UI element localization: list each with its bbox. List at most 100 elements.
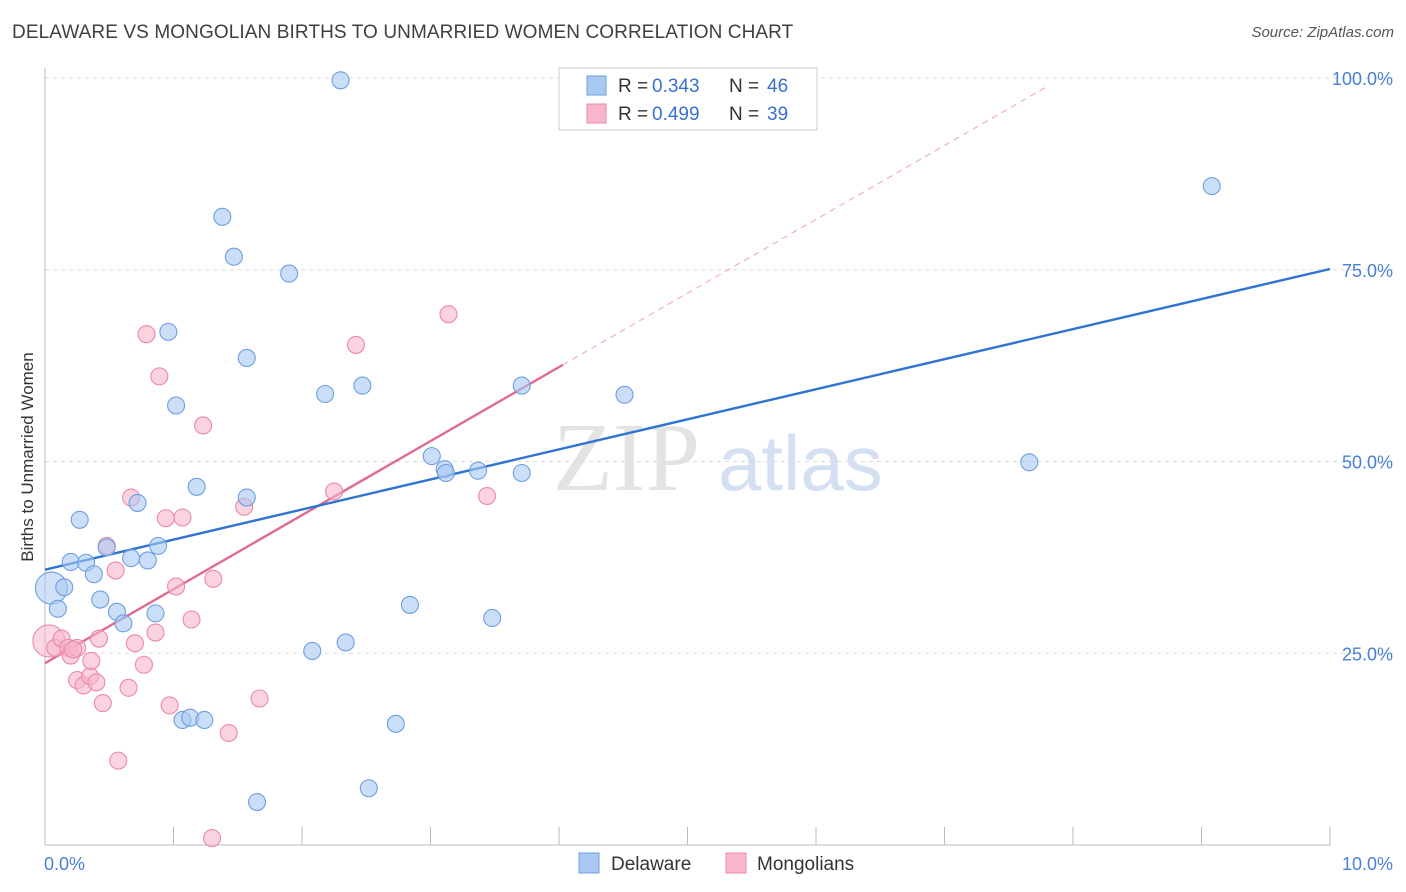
mongolians-point (203, 829, 222, 848)
delaware-point (128, 493, 147, 512)
mongolians-point (325, 482, 344, 501)
y-tick-labels: 100.0% 75.0% 50.0% 25.0% (1332, 69, 1393, 664)
delaware-point (70, 510, 89, 529)
delaware-point (224, 247, 243, 266)
legend-bottom-label-delaware: Delaware (611, 854, 691, 875)
delaware-points (34, 71, 1221, 812)
legend-bottom-swatch-delaware (578, 852, 600, 874)
delaware-point (167, 396, 186, 415)
delaware-point (336, 633, 355, 652)
delaware-point (615, 385, 634, 404)
y-tick-label: 50.0% (1342, 453, 1393, 473)
x-ticks (44, 827, 1331, 845)
mongolians-point (89, 629, 109, 648)
delaware-point (468, 461, 488, 480)
delaware-point (149, 536, 168, 555)
delaware-point (400, 595, 419, 614)
trend-lines (44, 85, 1331, 665)
legend-n-label-mongolians: N = (729, 104, 759, 125)
delaware-point (303, 641, 322, 660)
mongolians-point (346, 335, 366, 354)
delaware-point (55, 578, 74, 597)
legend-n-value-delaware: 46 (767, 76, 788, 97)
mongolians-trend-extension (562, 85, 1049, 366)
legend-r-label-delaware: R = (618, 76, 648, 97)
delaware-point (483, 608, 502, 628)
mongolians-point (87, 673, 106, 692)
x-tick-label-min: 0.0% (44, 854, 85, 874)
mongolians-trend-line (44, 363, 564, 665)
delaware-point (280, 264, 299, 283)
legend-swatch-delaware (586, 75, 607, 96)
y-tick-label: 25.0% (1342, 644, 1393, 664)
mongolians-point (439, 305, 458, 324)
mongolians-point (204, 569, 223, 588)
delaware-point (48, 599, 67, 618)
legend-n-label-delaware: N = (729, 76, 759, 97)
mongolians-point (82, 651, 101, 670)
legend-bottom: Delaware Mongolians (578, 852, 854, 875)
delaware-point (247, 792, 267, 812)
delaware-point (386, 714, 405, 733)
delaware-point (122, 549, 141, 568)
mongolians-point (93, 694, 112, 713)
y-tick-label: 100.0% (1332, 69, 1393, 89)
mongolians-point (125, 634, 144, 653)
legend-swatch-mongolians (586, 103, 607, 124)
mongolians-point (106, 561, 125, 580)
legend-bottom-swatch-mongolians (725, 852, 747, 874)
mongolians-point (119, 678, 138, 697)
mongolians-point (477, 486, 497, 506)
delaware-point (436, 463, 455, 483)
legend-r-label-mongolians: R = (618, 104, 648, 125)
watermark-atlas: atlas (718, 419, 883, 507)
delaware-point (84, 565, 103, 584)
delaware-point (237, 348, 256, 368)
delaware-point (61, 552, 80, 572)
legend-bottom-label-mongolians: Mongolians (757, 854, 854, 875)
legend-top: R = 0.343 N = 46 R = 0.499 N = 39 (558, 67, 818, 131)
y-tick-label: 75.0% (1342, 261, 1393, 281)
delaware-point (1020, 453, 1039, 472)
watermark-zip: ZIP (553, 404, 700, 512)
x-tick-labels: 0.0% 10.0% (44, 854, 1393, 874)
delaware-point (213, 207, 232, 226)
mongolians-point (156, 509, 175, 528)
mongolians-point (182, 610, 201, 629)
mongolians-point (219, 723, 238, 743)
delaware-point (97, 538, 116, 557)
mongolians-point (194, 416, 213, 435)
mongolians-point (134, 655, 153, 674)
delaware-point (187, 477, 206, 496)
delaware-point (237, 488, 256, 507)
delaware-point (1202, 177, 1221, 196)
delaware-point (353, 376, 372, 395)
y-axis-label: Births to Unmarried Women (18, 352, 37, 561)
delaware-point (138, 551, 157, 570)
delaware-point (91, 590, 110, 609)
delaware-point (316, 384, 335, 404)
delaware-point (146, 604, 165, 623)
delaware-point (512, 376, 531, 395)
delaware-point (359, 779, 378, 798)
delaware-point (159, 322, 178, 341)
mongolians-point (167, 577, 186, 596)
source-credit: Source: ZipAtlas.com (1251, 24, 1394, 41)
mongolians-point (146, 623, 165, 642)
mongolians-point (250, 689, 269, 708)
legend-r-value-mongolians: 0.499 (652, 104, 700, 125)
mongolians-point (137, 325, 156, 344)
mongolians-point (173, 508, 192, 527)
mongolians-point (109, 751, 128, 770)
mongolians-point (160, 696, 179, 715)
delaware-trend-line (44, 267, 1331, 571)
delaware-point (195, 710, 214, 730)
legend-r-value-delaware: 0.343 (652, 76, 700, 97)
delaware-point (331, 71, 350, 90)
mongolians-point (64, 640, 83, 659)
delaware-point (422, 447, 441, 466)
x-tick-label-max: 10.0% (1342, 854, 1393, 874)
legend-n-value-mongolians: 39 (767, 104, 788, 125)
delaware-point (114, 614, 133, 633)
